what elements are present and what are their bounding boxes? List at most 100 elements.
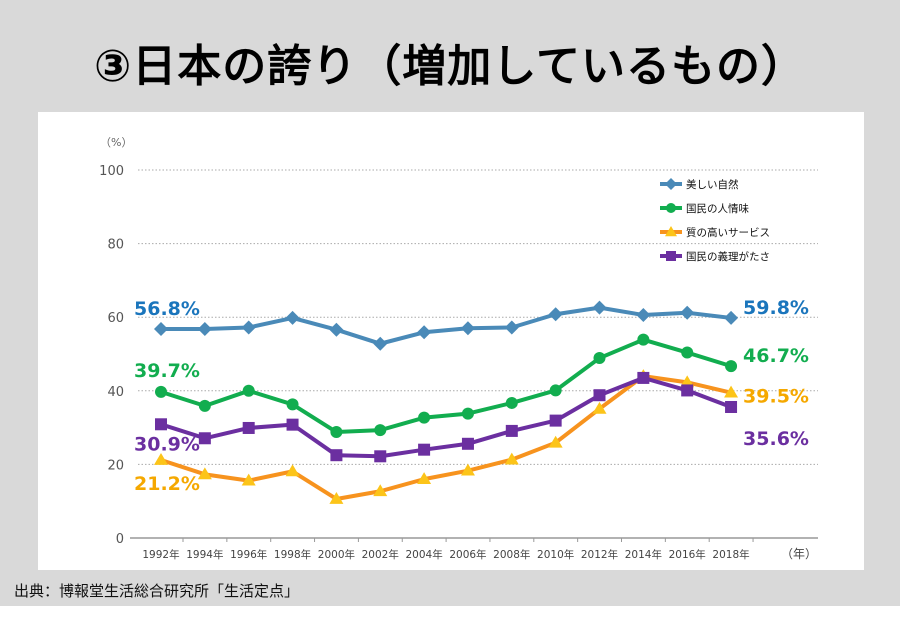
- data-point-diamond: [548, 307, 563, 322]
- data-point-triangle: [680, 375, 695, 388]
- series-line-0: [161, 305, 732, 346]
- data-point-square: [286, 418, 299, 431]
- data-point-triangle: [724, 385, 739, 398]
- page-title: ③日本の誇り（増加しているもの）: [94, 41, 806, 92]
- x-tick-label: 2018年: [712, 548, 749, 561]
- data-point-triangle: [329, 491, 344, 504]
- x-tick-label: 2002年: [362, 548, 399, 561]
- y-tick-label: 0: [116, 532, 124, 547]
- data-point-circle: [155, 385, 167, 398]
- data-point-triangle: [285, 464, 300, 477]
- data-point-diamond: [636, 307, 651, 322]
- data-point-diamond: [329, 322, 344, 337]
- data-point-diamond: [197, 321, 212, 336]
- y-tick-label: 80: [107, 238, 124, 253]
- x-tick-label: 2000年: [318, 548, 355, 561]
- data-point-circle: [505, 396, 518, 409]
- data-point-circle: [549, 384, 562, 397]
- data-point-square: [666, 251, 676, 261]
- bottom-strip: [0, 606, 900, 622]
- x-tick-label: 1998年: [274, 548, 311, 561]
- data-point-circle: [461, 407, 474, 420]
- legend-label: 美しい自然: [686, 178, 739, 191]
- source-note: 出典：博報堂生活総合研究所「生活定点」: [14, 582, 300, 600]
- end-value-label: 39.5%: [743, 386, 809, 408]
- series-line-3: [160, 375, 732, 459]
- data-point-circle: [242, 384, 255, 397]
- data-point-circle: [637, 333, 650, 346]
- start-value-label: 30.9%: [134, 433, 200, 455]
- data-point-triangle: [373, 484, 388, 497]
- y-tick-label: 20: [107, 458, 124, 473]
- data-point-square: [198, 432, 211, 445]
- data-point-triangle: [197, 467, 212, 480]
- y-tick-label: 100: [99, 164, 124, 179]
- data-point-square: [549, 414, 562, 427]
- data-point-circle: [418, 411, 431, 424]
- start-value-label: 21.2%: [134, 473, 200, 495]
- x-tick-label: 2004年: [405, 548, 442, 561]
- data-point-square: [242, 421, 255, 434]
- data-point-square: [505, 424, 518, 437]
- data-point-diamond: [285, 310, 300, 325]
- end-value-label: 59.8%: [743, 297, 809, 319]
- x-tick-label: 2006年: [449, 548, 486, 561]
- data-point-square: [725, 400, 738, 413]
- start-value-label: 56.8%: [134, 298, 200, 320]
- x-tick-label: 2010年: [537, 548, 574, 561]
- data-point-triangle: [592, 401, 607, 414]
- data-point-triangle: [417, 472, 432, 485]
- data-point-circle: [286, 398, 299, 411]
- start-value-label: 39.7%: [134, 360, 200, 382]
- data-point-circle: [725, 360, 738, 373]
- data-point-triangle: [504, 452, 519, 465]
- data-point-diamond: [665, 178, 677, 190]
- data-point-diamond: [241, 320, 256, 335]
- data-point-square: [155, 418, 167, 431]
- legend-label: 国民の義理がたさ: [686, 250, 770, 263]
- data-point-diamond: [373, 336, 388, 351]
- x-axis-unit-label: （年）: [781, 547, 817, 561]
- data-point-circle: [330, 426, 343, 439]
- data-point-square: [374, 450, 387, 463]
- data-point-square: [330, 449, 343, 462]
- legend-label: 質の高いサービス: [686, 226, 770, 239]
- x-tick-label: 2016年: [669, 548, 706, 561]
- end-value-label: 35.6%: [743, 428, 809, 450]
- data-point-triangle: [665, 226, 677, 237]
- data-point-square: [461, 437, 474, 450]
- data-point-diamond: [724, 310, 739, 325]
- data-point-triangle: [460, 463, 475, 476]
- data-point-triangle: [548, 435, 563, 448]
- data-point-square: [593, 389, 606, 402]
- data-point-diamond: [680, 305, 695, 320]
- data-point-square: [637, 371, 650, 384]
- line-chart: （%） 0 20 40 60 80 100 1992年 1994年 1996年 1998年 2000年…: [99, 136, 818, 561]
- data-point-triangle: [154, 452, 168, 465]
- legend-label: 国民の人情味: [686, 202, 749, 215]
- data-point-diamond: [504, 320, 519, 335]
- x-tick-label: 1994年: [186, 548, 223, 561]
- y-axis-unit-label: （%）: [100, 136, 132, 149]
- data-point-circle: [593, 352, 606, 365]
- data-point-circle: [666, 203, 676, 213]
- data-point-circle: [681, 346, 694, 359]
- y-tick-label: 40: [107, 385, 124, 400]
- data-point-triangle: [241, 473, 256, 486]
- x-tick-label: 2008年: [493, 548, 530, 561]
- data-point-diamond: [592, 300, 607, 315]
- y-tick-label: 60: [107, 311, 124, 326]
- data-point-diamond: [417, 325, 432, 340]
- x-tick-label: 1996年: [230, 548, 267, 561]
- data-point-circle: [374, 424, 387, 437]
- x-tick-label: 2014年: [625, 548, 662, 561]
- chart-panel: （%） 0 20 40 60 80 100 1992年 1994年 1996年 1998年 2000年…: [38, 112, 864, 570]
- end-value-label: 46.7%: [743, 345, 809, 367]
- data-point-diamond: [460, 321, 475, 336]
- data-point-circle: [198, 399, 211, 412]
- data-point-diamond: [154, 321, 168, 336]
- data-point-square: [418, 443, 431, 456]
- x-tick-label: 2012年: [581, 548, 618, 561]
- data-point-square: [681, 384, 694, 397]
- series-line-1: [160, 337, 732, 435]
